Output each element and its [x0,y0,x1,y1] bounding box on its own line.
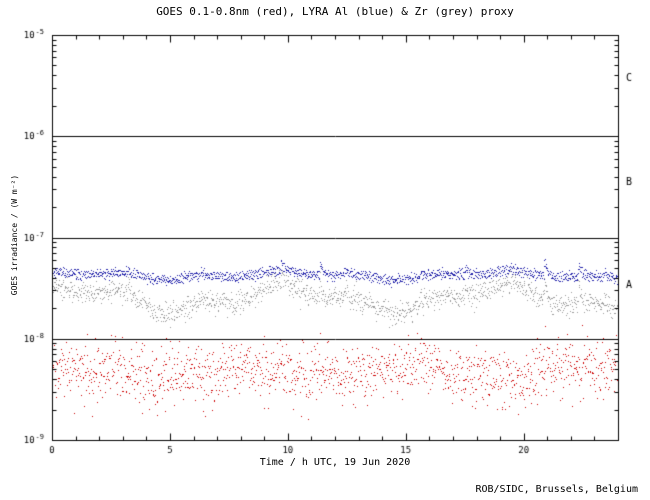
x-axis-label: Time / h UTC, 19 Jun 2020 [259,457,411,468]
credit-text: ROB/SIDC, Brussels, Belgium [475,484,638,495]
